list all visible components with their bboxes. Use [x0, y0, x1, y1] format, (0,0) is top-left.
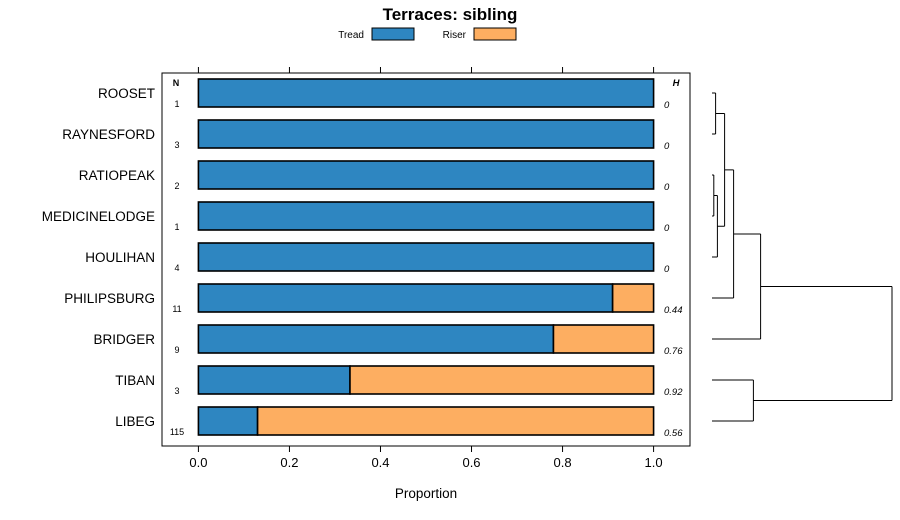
n-labels-group: 1 3 2 1 4 11 9 3 115 [170, 99, 184, 437]
row-label-houlihan: HOULIHAN [85, 250, 155, 265]
row-label-philipsburg: PHILIPSBURG [64, 291, 155, 306]
chart-title: Terraces: sibling [383, 5, 518, 24]
bar-raynesford-tread [197, 119, 655, 149]
row-label-medicinelodge: MEDICINELODGE [42, 209, 155, 224]
bar-houlihan-tread [197, 242, 655, 272]
x-tick-label: 0.2 [280, 455, 298, 470]
n-value-tiban: 3 [174, 386, 179, 396]
n-value-bridger: 9 [174, 345, 179, 355]
h-column-header: H [673, 78, 681, 89]
h-value-tiban: 0.92 [664, 387, 683, 398]
bar-philipsburg-tread [197, 283, 614, 313]
n-value-libeg: 115 [170, 427, 184, 437]
bar-rooset-tread [197, 78, 655, 108]
bar-philipsburg-riser [611, 283, 655, 313]
dendrogram [712, 92, 893, 422]
legend-label-riser: Riser [443, 30, 467, 41]
legend-label-tread: Tread [338, 30, 364, 41]
bar-libeg-tread [197, 406, 259, 436]
n-value-medicinelodge: 1 [174, 222, 179, 232]
bar-bridger-riser [552, 324, 655, 354]
legend-swatch-tread [371, 27, 415, 41]
x-tick-label: 0.0 [189, 455, 207, 470]
h-value-rooset: 0 [664, 100, 670, 111]
legend-swatch-riser [473, 27, 517, 41]
h-value-bridger: 0.76 [664, 346, 683, 357]
row-labels-group: ROOSET RAYNESFORD RATIOPEAK MEDICINELODGE HO… [42, 86, 156, 429]
h-value-libeg: 0.56 [664, 428, 683, 439]
bar-ratiopeak-tread [197, 160, 655, 190]
n-value-ratiopeak: 2 [174, 181, 179, 191]
n-column-header: N [173, 78, 180, 88]
row-label-rooset: ROOSET [98, 86, 155, 101]
x-axis: 0.0 0.2 0.4 0.6 0.8 1.0 [189, 67, 663, 470]
n-value-houlihan: 4 [174, 263, 179, 273]
x-tick-label: 1.0 [645, 455, 663, 470]
bars-group [197, 78, 655, 436]
h-value-medicinelodge: 0 [664, 223, 670, 234]
n-value-rooset: 1 [174, 99, 179, 109]
bar-tiban-riser [349, 365, 655, 395]
h-value-raynesford: 0 [664, 141, 670, 152]
n-value-philipsburg: 11 [172, 304, 181, 314]
row-label-libeg: LIBEG [115, 414, 155, 429]
bar-tiban-tread [197, 365, 351, 395]
plot-frame [161, 72, 691, 447]
h-value-ratiopeak: 0 [664, 182, 670, 193]
x-tick-label: 0.6 [462, 455, 480, 470]
bar-medicinelodge-tread [197, 201, 655, 231]
x-tick-label: 0.8 [554, 455, 572, 470]
bar-libeg-riser [256, 406, 655, 436]
legend: Tread Riser [338, 27, 517, 41]
row-label-bridger: BRIDGER [93, 332, 155, 347]
h-value-houlihan: 0 [664, 264, 670, 275]
row-label-raynesford: RAYNESFORD [62, 127, 155, 142]
x-axis-label: Proportion [395, 486, 457, 501]
bar-bridger-tread [197, 324, 555, 354]
n-value-raynesford: 3 [174, 140, 179, 150]
h-labels-group: 0 0 0 0 0 0.44 0.76 0.92 0.56 [664, 100, 683, 439]
x-tick-label: 0.4 [371, 455, 389, 470]
row-label-ratiopeak: RATIOPEAK [79, 168, 155, 183]
h-value-philipsburg: 0.44 [664, 305, 683, 316]
row-label-tiban: TIBAN [115, 373, 155, 388]
